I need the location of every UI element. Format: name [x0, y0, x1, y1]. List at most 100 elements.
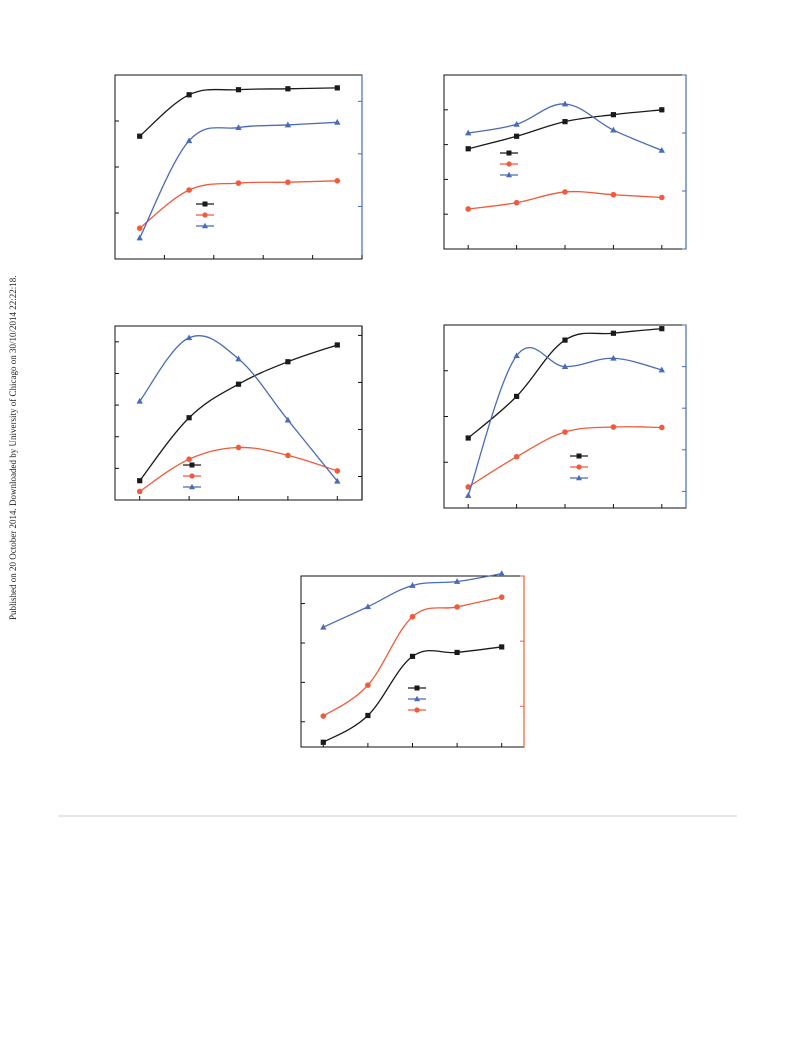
data-point-square: [659, 107, 665, 113]
data-point-triangle: [513, 352, 520, 359]
data-point-triangle: [235, 355, 242, 362]
plot-frame: [114, 74, 363, 260]
series-line-glycerol-conversion: [322, 646, 502, 743]
data-point-triangle: [185, 334, 193, 341]
data-point-triangle: [185, 137, 193, 144]
data-point-square: [562, 119, 568, 125]
legend-marker-square: [506, 150, 512, 156]
data-point-square: [334, 85, 340, 91]
series-line-glycerol-conversion: [139, 344, 338, 482]
legend-marker-circle: [576, 464, 582, 470]
data-point-triangle: [364, 603, 372, 610]
data-point-square: [659, 326, 665, 332]
data-point-square: [409, 653, 416, 659]
legend-marker-circle: [202, 212, 208, 218]
data-point-square: [465, 435, 471, 441]
data-point-triangle: [610, 126, 617, 133]
legend-marker-triangle: [189, 483, 195, 490]
data-point-square: [186, 415, 192, 421]
chart-a: [114, 74, 363, 260]
data-point-triangle: [465, 129, 472, 136]
data-point-circle: [465, 206, 472, 212]
plot-frame: [114, 325, 363, 501]
data-point-circle: [465, 484, 472, 490]
data-point-square: [465, 146, 471, 152]
series-line-gc-selectivity: [468, 103, 663, 151]
data-point-square: [454, 649, 460, 656]
data-point-circle: [334, 178, 341, 184]
data-point-triangle: [561, 363, 569, 369]
data-point-square: [610, 112, 616, 118]
data-point-triangle: [658, 147, 665, 153]
chart-e: [300, 570, 525, 748]
data-point-circle: [659, 194, 665, 201]
legend-marker-square: [576, 453, 582, 459]
data-point-triangle: [334, 118, 341, 125]
data-point-square: [235, 87, 242, 93]
data-point-square: [235, 381, 242, 387]
data-point-circle: [659, 424, 665, 431]
data-point-square: [562, 337, 568, 343]
data-point-circle: [285, 179, 291, 185]
data-point-triangle: [453, 578, 461, 584]
data-point-circle: [235, 180, 242, 186]
legend-marker-square: [414, 685, 420, 691]
series-line-glycerol-conversion: [467, 328, 662, 439]
data-point-square: [514, 133, 520, 139]
data-point-circle: [498, 594, 505, 600]
data-point-square: [285, 86, 291, 92]
data-point-triangle: [320, 623, 327, 630]
data-point-square: [137, 478, 143, 484]
data-point-square: [137, 133, 143, 139]
data-point-circle: [610, 191, 617, 198]
data-point-circle: [186, 456, 192, 462]
chart-b: [443, 74, 687, 250]
data-point-circle: [285, 452, 291, 459]
data-point-triangle: [136, 397, 143, 404]
data-point-triangle: [409, 582, 416, 588]
chart-d: [443, 324, 687, 509]
data-point-square: [514, 393, 520, 399]
legend-marker-square: [189, 462, 195, 468]
series-line-gc-selectivity: [467, 347, 662, 496]
data-point-circle: [513, 199, 520, 206]
chart-c: [114, 325, 363, 501]
data-point-circle: [562, 429, 568, 435]
plot-frame: [443, 324, 687, 509]
data-point-circle: [610, 424, 617, 430]
data-point-circle: [235, 444, 242, 451]
data-point-square: [320, 739, 326, 745]
data-point-square: [186, 92, 192, 98]
legend-marker-triangle: [414, 695, 420, 702]
data-point-triangle: [498, 570, 505, 577]
data-point-circle: [365, 682, 371, 688]
legend-marker-circle: [414, 707, 420, 713]
data-point-triangle: [284, 416, 292, 423]
data-point-triangle: [334, 477, 341, 484]
plot-frame: [300, 575, 525, 748]
data-point-circle: [513, 453, 520, 460]
data-point-square: [610, 330, 616, 336]
legend-marker-triangle: [202, 222, 208, 229]
data-point-circle: [562, 189, 568, 195]
data-point-circle: [409, 613, 416, 620]
legend-marker-square: [202, 201, 208, 207]
data-point-circle: [334, 468, 341, 474]
data-point-triangle: [465, 492, 472, 498]
data-point-triangle: [561, 100, 569, 107]
data-point-square: [499, 644, 505, 650]
data-point-square: [285, 359, 291, 365]
data-point-triangle: [284, 121, 292, 128]
publication-side-note: Published on 20 October 2014. Downloaded…: [8, 276, 18, 620]
data-point-circle: [454, 604, 460, 610]
data-point-square: [365, 712, 371, 719]
data-point-circle: [136, 225, 143, 231]
data-point-triangle: [513, 120, 520, 127]
legend-marker-triangle: [576, 474, 582, 481]
data-point-triangle: [235, 124, 242, 130]
series-line-gc-selectivity: [139, 121, 338, 239]
legend-marker-circle: [189, 473, 195, 479]
data-point-circle: [136, 488, 143, 495]
series-line-gc-yield: [139, 180, 338, 229]
data-point-circle: [320, 713, 327, 719]
